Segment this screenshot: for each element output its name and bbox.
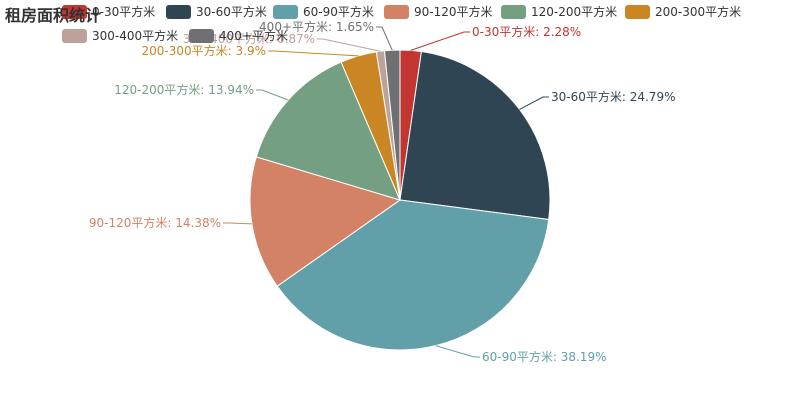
legend-label: 0-30平方米 [92,4,155,19]
legend-item-300-400sqm[interactable]: 300-400平方米 [62,28,178,43]
legend-label: 120-200平方米 [531,4,617,19]
legend-swatch [501,5,526,19]
slice-label-300-400sqm: 300-400平方米: 0.87% [183,31,315,46]
legend-label: 400+平方米 [219,28,288,43]
pie-labels: 0-30平方米: 2.28% 30-60平方米: 24.79% 60-90平方米: … [89,19,676,364]
legend-swatch [189,29,214,43]
pie-slice-60-90sqm[interactable] [276,199,550,351]
legend-item-120-200sqm[interactable]: 120-200平方米 [501,4,617,19]
slice-label-30-60sqm: 30-60平方米: 24.79% [551,89,675,104]
legend-swatch [273,5,298,19]
legend-item-90-120sqm[interactable]: 90-120平方米 [384,4,493,19]
legend-swatch [62,5,87,19]
legend-swatch [62,29,87,43]
slice-label-90-120sqm: 90-120平方米: 14.38% [89,215,221,230]
label-line-0-30sqm [410,31,470,51]
slice-label-60-90sqm: 60-90平方米: 38.19% [482,349,606,364]
pie-slices [249,49,551,351]
slice-label-200-300sqm: 200-300平方米: 3.9% [142,43,266,58]
legend-label: 60-90平方米 [303,4,374,19]
pie-slice-400plussqm[interactable] [383,49,401,201]
slice-label-120-200sqm: 120-200平方米: 13.94% [114,82,254,97]
label-line-120-200sqm [256,89,289,101]
slice-label-400plussqm: 400+平方米: 1.65% [259,19,374,34]
legend: 0-30平方米 30-60平方米 60-90平方米 90-120平方米 120-200平… [62,4,741,43]
slice-label-0-30sqm: 0-30平方米: 2.28% [472,24,581,39]
label-line-90-120sqm [223,222,252,225]
label-line-30-60sqm [519,96,549,110]
legend-label: 300-400平方米 [92,28,178,43]
chart-title: 租房面积统计 [5,6,101,25]
pie-slice-30-60sqm[interactable] [399,50,551,221]
legend-item-400plussqm[interactable]: 400+平方米 [189,28,288,43]
legend-swatch [384,5,409,19]
legend-item-0-30sqm[interactable]: 0-30平方米 [62,4,155,19]
legend-label: 200-300平方米 [655,4,741,19]
legend-item-30-60sqm[interactable]: 30-60平方米 [166,4,267,19]
label-line-300-400sqm [317,38,381,52]
legend-item-200-300sqm[interactable]: 200-300平方米 [625,4,741,19]
label-line-400plussqm [376,26,393,51]
legend-swatch [166,5,191,19]
label-line-60-90sqm [435,345,480,358]
pie-slice-120-200sqm[interactable] [255,61,401,201]
legend-label: 90-120平方米 [414,4,493,19]
legend-item-60-90sqm[interactable]: 60-90平方米 [273,4,374,19]
label-line-200-300sqm [268,50,359,57]
legend-label: 30-60平方米 [196,4,267,19]
legend-swatch [625,5,650,19]
